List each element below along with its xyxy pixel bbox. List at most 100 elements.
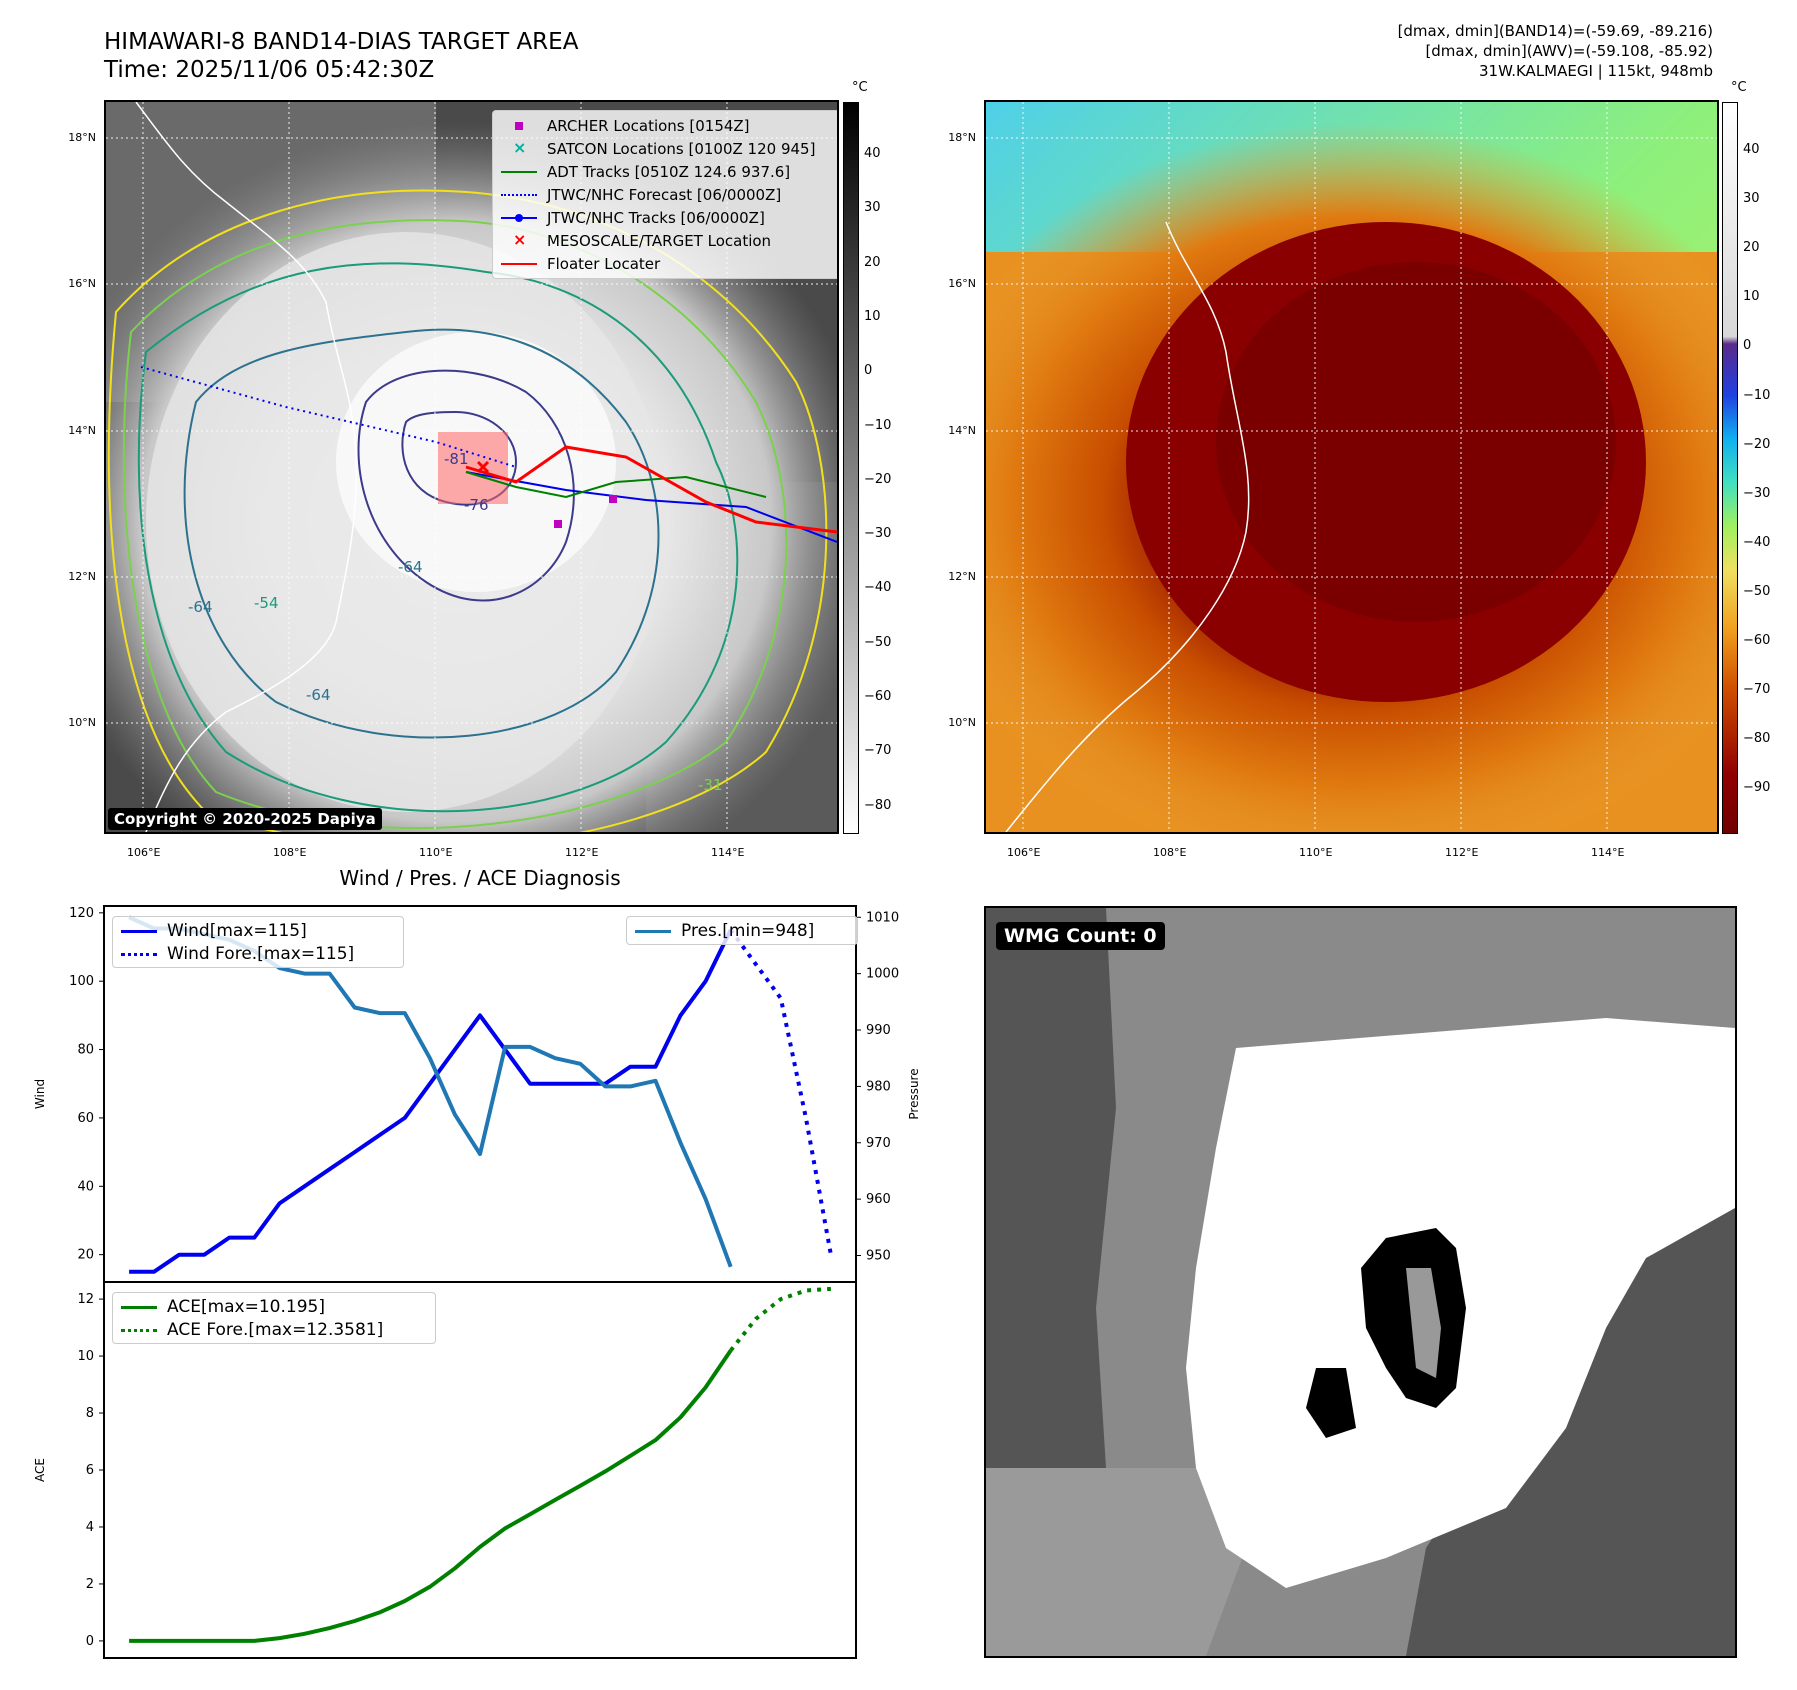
colorbar-tick-label: 0 — [1743, 338, 1752, 354]
colorbar-tick-label: −90 — [1743, 780, 1771, 796]
wmg-count-label: WMG Count: 0 — [996, 922, 1165, 950]
y-tick-label: 8 — [86, 1406, 94, 1421]
colorbar-tick-label: −40 — [1743, 534, 1771, 550]
lon-label: 112°E — [1445, 846, 1479, 859]
legend-label: Floater Locater — [547, 254, 661, 273]
series-line-wind-fore- — [729, 928, 833, 1256]
series-line-wind — [129, 929, 733, 1274]
legend-label: Wind[max=115] — [167, 920, 307, 941]
lon-label: 110°E — [419, 846, 453, 859]
y-right-tick-label: 1000 — [866, 967, 899, 982]
colorbar-tick-label: −30 — [1743, 485, 1771, 501]
legend-entry-floater: Floater Locater — [499, 252, 835, 275]
legend-label: MESOSCALE/TARGET Location — [547, 231, 772, 250]
colorbar-unit: °C — [852, 80, 868, 95]
lat-label: 10°N — [68, 716, 96, 729]
info-line3: 31W.KALMAEGI | 115kt, 948mb — [1479, 62, 1713, 80]
y-right-tick-label: 950 — [866, 1249, 891, 1264]
x-marker-icon: × — [513, 229, 527, 249]
square-marker-icon — [499, 116, 539, 136]
legend-label: ADT Tracks [0510Z 124.6 937.6] — [547, 162, 791, 181]
y-tick-label: 20 — [77, 1248, 94, 1263]
y-tick-label: 10 — [77, 1349, 94, 1364]
lon-label: 108°E — [273, 846, 307, 859]
y-right-tick-label: 970 — [866, 1136, 891, 1151]
contour-label: -64 — [306, 686, 331, 704]
ir-map-panel: -64 -64 -64 -54 -31 -76 -81 ARCHER Locat… — [104, 100, 839, 834]
contour-81 — [401, 410, 518, 506]
contour-54 — [137, 262, 739, 813]
colorbar-tick-label: 40 — [1743, 142, 1760, 157]
contour-label: -31 — [698, 776, 723, 794]
series-line-ace — [129, 1349, 733, 1643]
y-tick-label: 40 — [77, 1179, 94, 1194]
legend-entry-satcon: × SATCON Locations [0100Z 120 945] — [499, 137, 835, 160]
diagnosis-title: Wind / Pres. / ACE Diagnosis — [339, 866, 621, 890]
contour-64 — [183, 328, 660, 739]
legend-entry-adt: ADT Tracks [0510Z 124.6 937.6] — [499, 160, 835, 183]
dotted-line-icon — [119, 944, 159, 964]
y-tick-label: 2 — [86, 1577, 94, 1592]
contour-label: -76 — [464, 496, 489, 514]
colorbar-tick-label: −60 — [1743, 633, 1771, 648]
legend-label: Pres.[min=948] — [681, 920, 815, 941]
legend-entry-ace-forecast: ACE Fore.[max=12.3581] — [119, 1318, 429, 1341]
lat-label: 10°N — [948, 716, 976, 729]
colorbar-tick-label: 20 — [1743, 240, 1760, 256]
colorbar-tick-label: −80 — [864, 797, 892, 813]
legend-label: Wind Fore.[max=115] — [167, 943, 355, 964]
colorbar-tick-label: −70 — [1743, 682, 1771, 698]
x-marker-icon: × — [513, 137, 527, 157]
contour-label: -64 — [398, 558, 423, 576]
map-legend: ARCHER Locations [0154Z] × SATCON Locati… — [492, 110, 837, 279]
wmg-image — [986, 908, 1735, 1656]
colorbar-tick-label: 10 — [864, 308, 881, 324]
colorbar-tick-label: −30 — [864, 526, 892, 542]
lat-label: 12°N — [68, 570, 96, 583]
y-tick-label: 12 — [77, 1292, 94, 1307]
color-ir-map-panel — [984, 100, 1719, 834]
colorbar-tick-label: −20 — [864, 471, 892, 487]
floater-locater-track — [465, 445, 837, 534]
colorbar-tick-label: 20 — [864, 254, 881, 270]
line-icon — [499, 162, 539, 182]
colorbar-tick-label: −10 — [864, 417, 892, 433]
contour-label: -64 — [188, 598, 213, 616]
color-colorbar — [1722, 102, 1738, 834]
copyright-label: Copyright © 2020-2025 Dapiya — [108, 808, 382, 830]
mesoscale-target-marker — [476, 460, 490, 474]
colorbar-unit: °C — [1731, 80, 1747, 95]
dotted-line-icon — [119, 1320, 159, 1340]
lon-label: 110°E — [1299, 846, 1333, 859]
legend-label: ACE[max=10.195] — [167, 1296, 325, 1317]
y-tick-label: 6 — [86, 1463, 94, 1478]
figure-title-line1: HIMAWARI-8 BAND14-DIAS TARGET AREA — [104, 29, 579, 55]
lat-label: 14°N — [68, 424, 96, 437]
lat-label: 14°N — [948, 424, 976, 437]
contour-76 — [357, 369, 575, 602]
info-line1: [dmax, dmin](BAND14)=(-59.69, -89.216) — [1397, 22, 1713, 40]
colorbar-tick-label: 0 — [864, 363, 873, 379]
lon-label: 114°E — [1591, 846, 1625, 859]
y-right-tick-label: 990 — [866, 1023, 891, 1038]
y-tick-label: 60 — [77, 1111, 94, 1126]
colorbar-tick-label: −10 — [1743, 387, 1771, 403]
line-point-icon — [499, 208, 539, 228]
colorbar-tick-label: 10 — [1743, 289, 1760, 305]
contour-label: -81 — [444, 450, 469, 468]
lon-label: 106°E — [127, 846, 161, 859]
dotted-line-icon — [499, 185, 539, 205]
lon-label: 106°E — [1007, 846, 1041, 859]
y-axis-label: Wind — [33, 1079, 47, 1109]
pressure-legend: Pres.[min=948] — [626, 916, 858, 945]
legend-label: JTWC/NHC Forecast [06/0000Z] — [547, 185, 782, 204]
jtwc-track — [465, 471, 837, 543]
ace-legend: ACE[max=10.195] ACE Fore.[max=12.3581] — [112, 1292, 436, 1344]
series-line-pres- — [128, 915, 733, 1268]
y-right-axis-label: Pressure — [907, 1068, 921, 1119]
info-line2: [dmax, dmin](AWV)=(-59.108, -85.92) — [1425, 42, 1713, 60]
y-tick-label: 80 — [77, 1043, 94, 1058]
contour-label: -54 — [254, 594, 279, 612]
legend-entry-archer: ARCHER Locations [0154Z] — [499, 114, 835, 137]
legend-label: SATCON Locations [0100Z 120 945] — [547, 139, 816, 158]
